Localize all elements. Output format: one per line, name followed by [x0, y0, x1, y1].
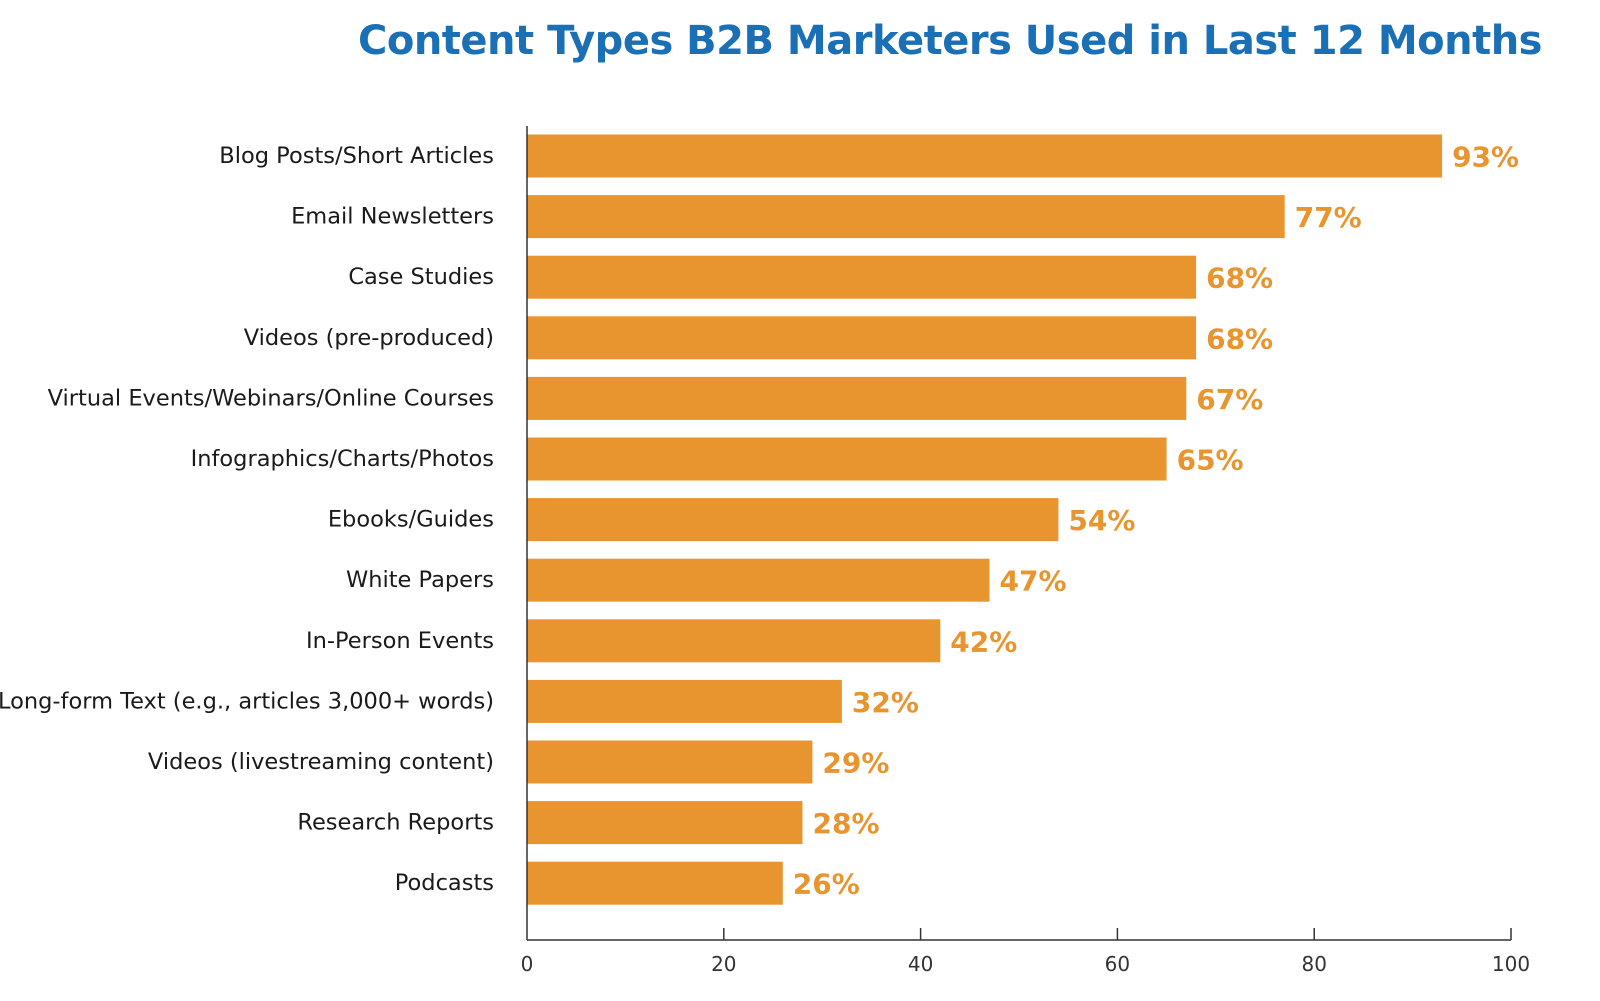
x-tick-label: 80	[1301, 952, 1326, 976]
bar	[527, 437, 1167, 481]
bar	[527, 195, 1285, 239]
bar	[527, 376, 1187, 420]
category-label: Virtual Events/Webinars/Online Courses	[48, 385, 494, 411]
chart-title: Content Types B2B Marketers Used in Last…	[357, 18, 1543, 64]
value-label: 68%	[1206, 262, 1273, 295]
category-label: Podcasts	[395, 870, 494, 896]
value-label: 93%	[1452, 141, 1519, 174]
bar	[527, 558, 990, 602]
bar	[527, 861, 783, 905]
value-label: 77%	[1295, 201, 1362, 234]
value-label: 68%	[1206, 322, 1273, 355]
bar	[527, 134, 1443, 178]
bar	[527, 619, 941, 663]
x-tick-label: 60	[1105, 952, 1130, 976]
category-label: Case Studies	[348, 264, 494, 290]
value-label: 65%	[1177, 444, 1244, 477]
value-label: 54%	[1068, 504, 1135, 537]
bar	[527, 255, 1197, 299]
category-label: Infographics/Charts/Photos	[191, 446, 494, 472]
bar	[527, 679, 842, 723]
x-tick-label: 40	[908, 952, 933, 976]
category-labels: Blog Posts/Short Articles Email Newslette…	[0, 143, 494, 896]
bar	[527, 740, 813, 784]
value-label: 32%	[852, 686, 919, 719]
category-label: Long-form Text (e.g., articles 3,000+ wo…	[0, 688, 494, 714]
x-tick-label: 100	[1492, 952, 1530, 976]
value-label: 26%	[793, 868, 860, 901]
category-label: Research Reports	[297, 810, 494, 836]
category-label: Blog Posts/Short Articles	[219, 143, 494, 169]
bars-layer	[527, 134, 1443, 905]
value-label: 42%	[950, 625, 1017, 658]
value-labels: 93% 77% 68% 68% 67% 65% 54%47% 42% 32% 29% 28% 26%	[793, 141, 1519, 901]
category-label: Videos (pre-produced)	[244, 325, 494, 351]
x-tick-label: 0	[521, 952, 534, 976]
category-label: Email Newsletters	[291, 204, 494, 230]
category-label: Ebooks/Guides	[328, 507, 494, 533]
category-label: White Papers	[346, 567, 494, 593]
value-label: 28%	[813, 807, 880, 840]
category-label: In-Person Events	[306, 628, 494, 654]
value-label: 29%	[822, 747, 889, 780]
bar	[527, 498, 1059, 542]
axes: 0 20 40 60 80 100	[521, 126, 1530, 976]
value-label: 67%	[1196, 383, 1263, 416]
x-tick-label: 20	[711, 952, 736, 976]
bar	[527, 316, 1197, 360]
bar	[527, 801, 803, 845]
value-label: 47%	[1000, 565, 1067, 598]
category-label: Videos (livestreaming content)	[148, 749, 494, 775]
